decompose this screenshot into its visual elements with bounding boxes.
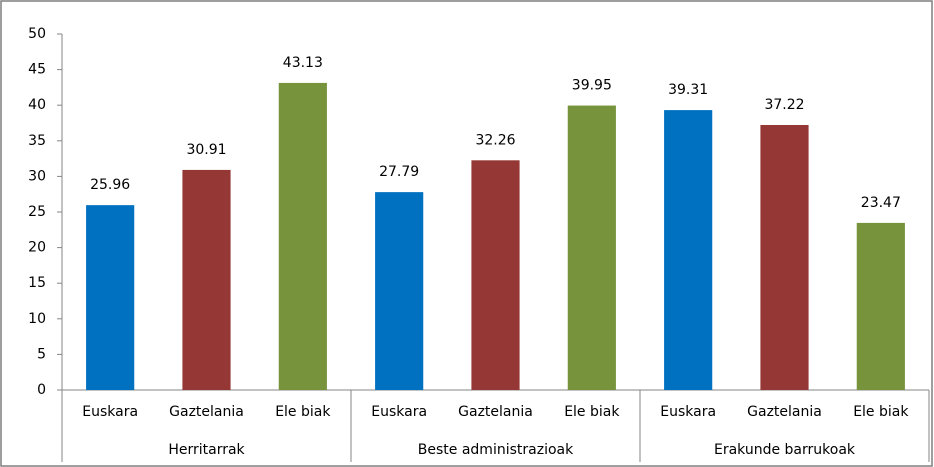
bar [760, 124, 809, 391]
x-tick-label: Euskara [82, 404, 138, 420]
bar [278, 82, 327, 390]
bar [471, 160, 520, 390]
x-tick-label: Gaztelania [169, 404, 244, 420]
bar [375, 192, 424, 390]
data-label: 23.47 [861, 195, 901, 211]
x-tick-label: Ele biak [853, 404, 909, 420]
data-label: 39.95 [572, 78, 612, 94]
x-tick-label: Gaztelania [747, 404, 822, 420]
data-label: 25.96 [90, 177, 130, 193]
y-tick-label: 40 [28, 97, 46, 113]
data-label: 30.91 [186, 142, 226, 158]
data-label: 27.79 [379, 164, 419, 180]
group-label: Herritarrak [168, 442, 245, 458]
data-label: 43.13 [283, 55, 323, 71]
group-label: Erakunde barrukoak [714, 442, 856, 458]
y-tick-label: 45 [28, 62, 46, 78]
y-tick-label: 10 [28, 311, 46, 327]
bar [664, 110, 713, 391]
y-tick-label: 0 [37, 382, 46, 398]
y-tick-label: 5 [37, 346, 46, 362]
bar [856, 222, 905, 390]
y-tick-label: 35 [28, 133, 46, 149]
x-tick-label: Euskara [660, 404, 716, 420]
bar [182, 169, 231, 390]
x-tick-label: Ele biak [564, 404, 620, 420]
bar [86, 205, 135, 390]
data-label: 37.22 [764, 97, 804, 113]
data-label: 39.31 [668, 82, 708, 98]
bar [567, 105, 616, 390]
y-tick-label: 25 [28, 204, 46, 220]
x-tick-label: Ele biak [275, 404, 331, 420]
group-label: Beste administrazioak [418, 442, 574, 458]
y-tick-label: 50 [28, 26, 46, 42]
data-label: 32.26 [475, 132, 515, 148]
y-tick-label: 30 [28, 168, 46, 184]
x-tick-label: Gaztelania [458, 404, 533, 420]
x-tick-label: Euskara [371, 404, 427, 420]
y-tick-label: 20 [28, 240, 46, 256]
y-tick-label: 15 [28, 275, 46, 291]
